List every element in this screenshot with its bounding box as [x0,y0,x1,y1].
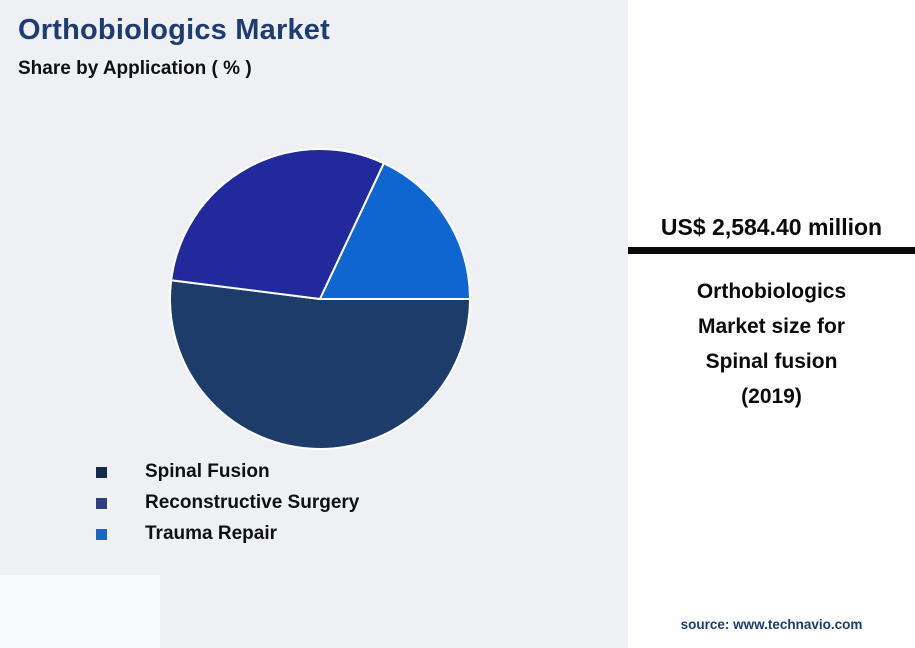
divider-bar [628,247,915,254]
legend-marker-icon [96,497,107,509]
page-title: Orthobiologics Market [18,14,330,46]
pie-slice-reconstructive-surgery [170,148,385,300]
source-credit: source: www.technavio.com [680,617,863,632]
legend-marker-icon [96,528,107,540]
pie-chart [169,148,471,450]
chart-legend: Spinal Fusion Reconstructive Surgery Tra… [96,461,359,545]
legend-label: Spinal Fusion [145,461,270,482]
pie-slice-trauma-repair [319,162,471,300]
legend-item-reconstructive-surgery: Reconstructive Surgery [96,492,359,514]
legend-item-spinal-fusion: Spinal Fusion [96,461,359,483]
market-value-stat: US$ 2,584.40 million [660,214,883,240]
pie-slice-spinal-fusion [169,279,471,450]
legend-label: Reconstructive Surgery [145,492,360,513]
legend-label: Trauma Repair [145,523,277,544]
stat-description-line: Orthobiologics [696,280,847,303]
legend-marker-icon [96,466,107,478]
stat-description-line: (2019) [741,385,802,408]
pie-chart-container [168,147,472,451]
legend-item-trauma-repair: Trauma Repair [96,523,359,545]
stat-side-panel: US$ 2,584.40 million Orthobiologics Mark… [628,0,915,648]
chart-subtitle: Share by Application ( % ) [18,58,252,79]
stat-description-line: Market size for [697,315,846,338]
stat-description: Orthobiologics Market size for Spinal fu… [628,274,915,414]
stat-description-line: Spinal fusion [705,350,838,373]
bottom-left-decoration [0,575,160,648]
